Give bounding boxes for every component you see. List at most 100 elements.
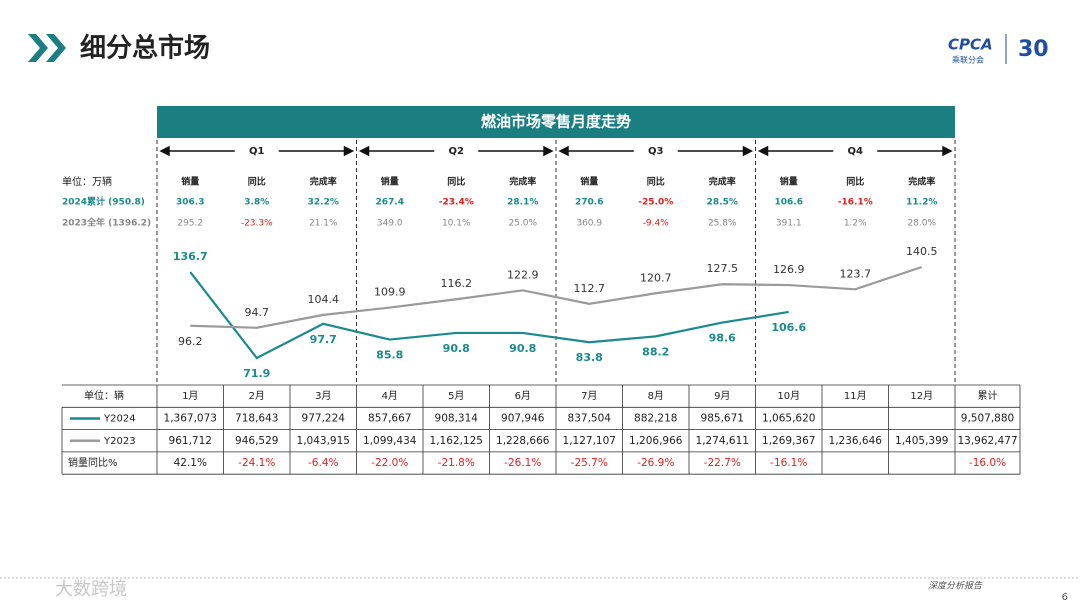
slide-title: 细分总市场 bbox=[80, 33, 210, 64]
quarter-arrow bbox=[159, 145, 355, 157]
legend-label: Y2023 bbox=[103, 436, 136, 447]
summary-header: 同比 bbox=[647, 176, 665, 188]
quarter-arrow bbox=[358, 145, 554, 157]
summary-row-label: 2024累计 (950.8) bbox=[62, 196, 145, 208]
table-header: 4月 bbox=[382, 390, 398, 402]
data-label: 122.9 bbox=[507, 268, 539, 281]
data-label: 123.7 bbox=[840, 267, 872, 280]
table-header: 2月 bbox=[249, 390, 265, 402]
table-cell: 1,274,611 bbox=[696, 435, 749, 447]
watermark: 大数跨境 bbox=[55, 579, 127, 600]
summary-header: 销量 bbox=[181, 176, 199, 188]
quarter-label: Q4 bbox=[848, 146, 864, 157]
data-label: 90.8 bbox=[509, 342, 536, 355]
summary-cell: 267.4 bbox=[376, 198, 404, 208]
summary-cell: 11.2% bbox=[906, 198, 937, 208]
table-cell: -21.8% bbox=[438, 457, 475, 469]
series-line bbox=[190, 265, 923, 329]
summary-cell: -25.0% bbox=[638, 198, 673, 208]
summary-header: 同比 bbox=[248, 176, 266, 188]
data-label: 116.2 bbox=[441, 277, 473, 290]
data-label: 104.4 bbox=[308, 293, 340, 306]
summary-cell: 106.6 bbox=[775, 198, 803, 208]
table-header: 5月 bbox=[448, 390, 464, 402]
data-label: 71.9 bbox=[243, 367, 270, 380]
table-header: 6月 bbox=[515, 390, 531, 402]
table-cell: 1,269,367 bbox=[762, 435, 815, 447]
data-label: 112.7 bbox=[574, 282, 606, 295]
summary-header: 完成率 bbox=[509, 176, 536, 188]
table-row-label: 销量同比% bbox=[68, 456, 118, 469]
table-cell: 1,236,646 bbox=[829, 435, 883, 447]
summary-header: 完成率 bbox=[709, 176, 736, 188]
table-cell: 42.1% bbox=[174, 457, 207, 469]
table-cell: 1,065,620 bbox=[762, 412, 815, 424]
chart-title: 燃油市场零售月度走势 bbox=[481, 113, 631, 131]
summary-cell: 3.8% bbox=[244, 198, 269, 208]
summary-cell: 360.9 bbox=[576, 219, 602, 229]
table-cell: 907,946 bbox=[501, 412, 545, 424]
title-chevrons bbox=[28, 34, 66, 62]
table-header: 9月 bbox=[714, 390, 730, 402]
summary-header: 完成率 bbox=[310, 176, 337, 188]
table-cell: 718,643 bbox=[235, 412, 278, 424]
summary-cell: -9.4% bbox=[643, 219, 670, 229]
data-label: 94.7 bbox=[245, 306, 270, 319]
data-label: 140.5 bbox=[906, 245, 938, 258]
summary-header: 完成率 bbox=[908, 176, 935, 188]
anniversary: 30 bbox=[1018, 37, 1049, 62]
summary-cell: 28.1% bbox=[507, 198, 538, 208]
table-cell: 1,043,915 bbox=[297, 435, 350, 447]
table-cell: 1,228,666 bbox=[496, 435, 550, 447]
table-cell: 1,206,966 bbox=[629, 435, 683, 447]
summary-cell: -23.3% bbox=[241, 219, 273, 229]
table-cell: -22.0% bbox=[371, 457, 408, 469]
table-cell: 1,127,107 bbox=[563, 435, 616, 447]
summary-cell: 25.8% bbox=[708, 219, 737, 229]
data-label: 97.7 bbox=[310, 333, 337, 346]
data-label: 90.8 bbox=[443, 342, 470, 355]
summary-cell: 28.0% bbox=[907, 219, 936, 229]
summary-cell: 270.6 bbox=[575, 198, 603, 208]
summary-cell: -16.1% bbox=[838, 198, 873, 208]
quarter-label: Q2 bbox=[449, 146, 465, 157]
summary-cell: -23.4% bbox=[439, 198, 474, 208]
data-label: 83.8 bbox=[576, 351, 603, 364]
table-header: 1月 bbox=[182, 390, 198, 402]
quarter-arrow bbox=[558, 145, 754, 157]
table-header: 12月 bbox=[910, 390, 933, 402]
summary-cell: 25.0% bbox=[508, 219, 537, 229]
data-label: 136.7 bbox=[173, 250, 208, 263]
table-header: 3月 bbox=[315, 390, 331, 402]
table-cell: 946,529 bbox=[235, 435, 278, 447]
page-number: 6 bbox=[1062, 592, 1068, 603]
data-label: 96.2 bbox=[178, 335, 203, 348]
table-cell: 9,507,880 bbox=[961, 412, 1014, 424]
table-unit: 单位：辆 bbox=[84, 389, 124, 402]
table-header: 7月 bbox=[581, 390, 597, 402]
summary-cell: 349.0 bbox=[377, 219, 403, 229]
table-cell: 882,218 bbox=[634, 412, 677, 424]
chart-title-bar bbox=[157, 106, 955, 138]
summary-header: 同比 bbox=[846, 176, 864, 188]
data-label: 126.9 bbox=[773, 263, 805, 276]
summary-header: 销量 bbox=[780, 176, 798, 188]
table-cell: 961,712 bbox=[169, 435, 212, 447]
table-cell: -24.1% bbox=[238, 457, 275, 469]
table-cell: -16.0% bbox=[969, 457, 1006, 469]
table-cell: -22.7% bbox=[704, 457, 741, 469]
table-header: 10月 bbox=[777, 390, 800, 402]
table-cell: 837,504 bbox=[568, 412, 612, 424]
table-cell: -25.7% bbox=[571, 457, 608, 469]
summary-header: 销量 bbox=[381, 176, 399, 188]
data-label: 109.9 bbox=[374, 286, 406, 299]
table-cell: 908,314 bbox=[435, 412, 479, 424]
logo: CPCA bbox=[948, 36, 993, 54]
table-header: 8月 bbox=[648, 390, 664, 402]
table-header: 累计 bbox=[978, 389, 998, 402]
quarter-arrow bbox=[757, 145, 953, 157]
summary-header: 同比 bbox=[447, 176, 465, 188]
summary-row-label: 2023全年 (1396.2) bbox=[62, 217, 151, 229]
table-cell: 1,367,073 bbox=[164, 412, 217, 424]
